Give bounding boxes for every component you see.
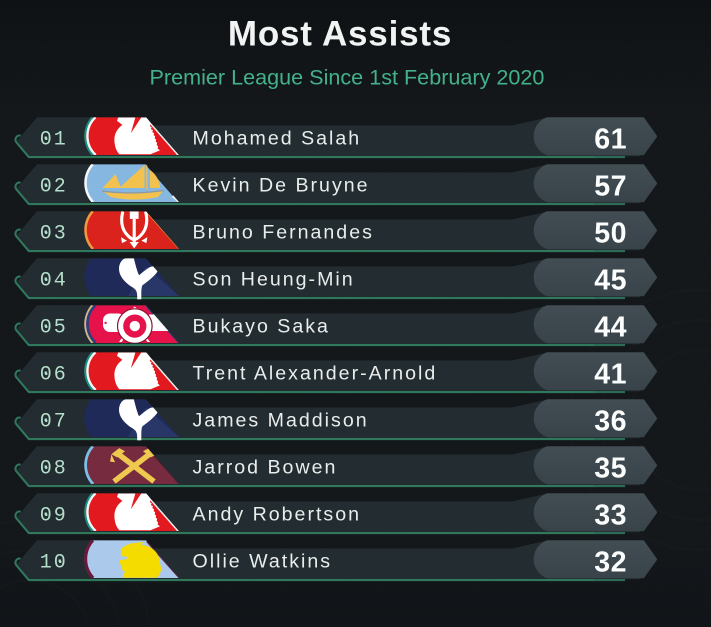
svg-text:Premier League Since 1st Febru: Premier League Since 1st February 2020 <box>150 65 545 90</box>
svg-text:Ollie Watkins: Ollie Watkins <box>193 551 333 573</box>
svg-text:Andy Robertson: Andy Robertson <box>193 504 362 526</box>
svg-text:50: 50 <box>594 218 627 250</box>
svg-text:08: 08 <box>40 458 68 481</box>
svg-text:Bukayo Saka: Bukayo Saka <box>193 316 330 338</box>
svg-text:33: 33 <box>594 500 627 532</box>
svg-text:04: 04 <box>40 270 68 293</box>
svg-text:01: 01 <box>40 129 68 152</box>
svg-text:36: 36 <box>594 406 627 438</box>
svg-text:06: 06 <box>40 364 68 387</box>
svg-text:07: 07 <box>40 411 68 434</box>
svg-text:41: 41 <box>594 359 627 391</box>
svg-text:05: 05 <box>40 317 68 340</box>
svg-text:Most Assists: Most Assists <box>228 15 452 54</box>
svg-text:35: 35 <box>594 453 627 485</box>
svg-text:Trent Alexander-Arnold: Trent Alexander-Arnold <box>193 363 438 385</box>
svg-text:10: 10 <box>40 552 68 575</box>
svg-text:Kevin De Bruyne: Kevin De Bruyne <box>193 175 370 197</box>
svg-text:Jarrod Bowen: Jarrod Bowen <box>193 457 338 479</box>
svg-text:Bruno Fernandes: Bruno Fernandes <box>193 222 374 244</box>
svg-text:James Maddison: James Maddison <box>193 410 369 432</box>
svg-text:61: 61 <box>594 124 627 156</box>
svg-text:09: 09 <box>40 505 68 528</box>
svg-text:03: 03 <box>40 223 68 246</box>
svg-text:32: 32 <box>594 547 627 579</box>
svg-text:Mohamed Salah: Mohamed Salah <box>193 128 362 150</box>
svg-text:02: 02 <box>40 176 68 199</box>
svg-text:44: 44 <box>594 312 627 344</box>
svg-text:Son Heung-Min: Son Heung-Min <box>193 269 355 291</box>
svg-text:45: 45 <box>594 265 627 297</box>
svg-text:57: 57 <box>594 171 627 203</box>
